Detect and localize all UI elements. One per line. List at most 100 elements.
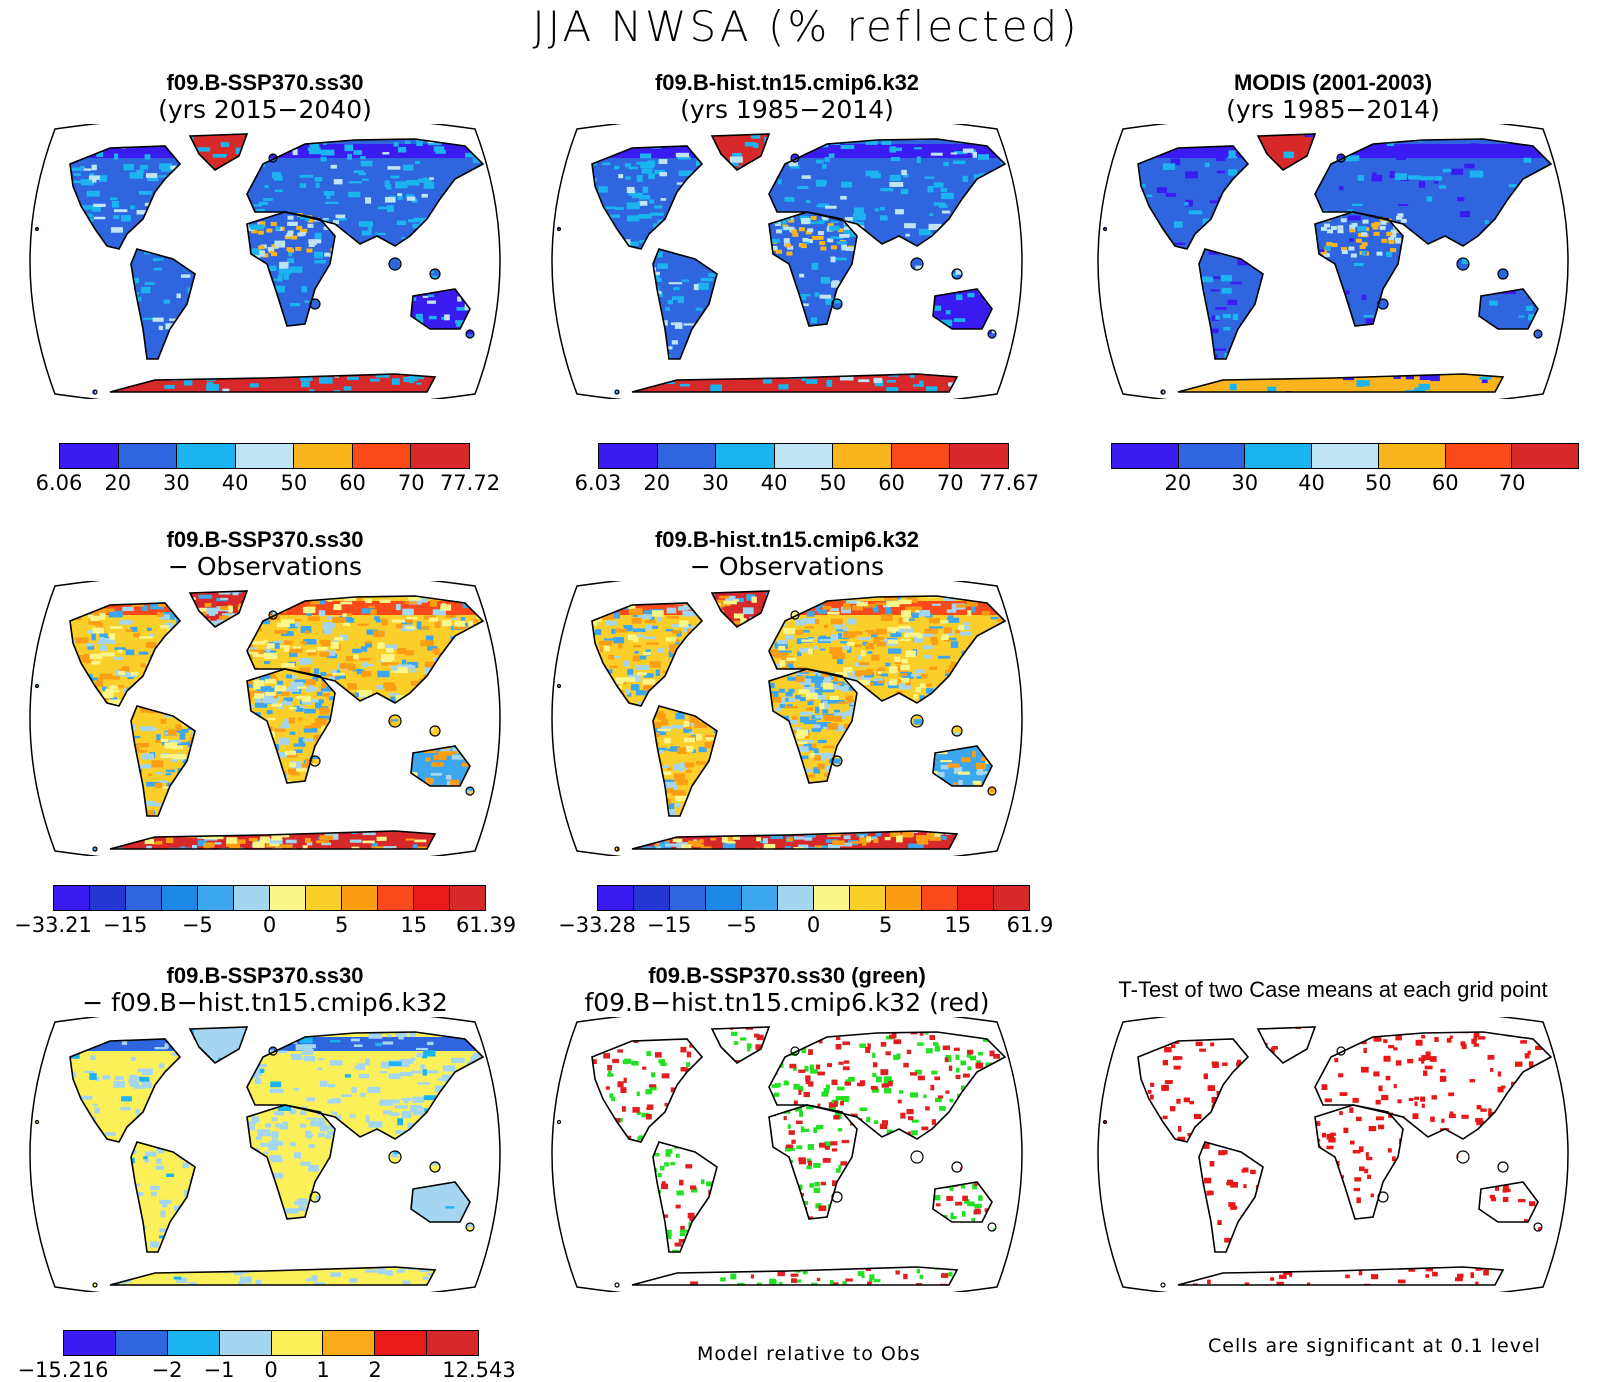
colorbar-swatch	[958, 886, 994, 910]
land-fill	[15, 581, 515, 856]
colorbar-swatch	[1179, 444, 1246, 468]
colorbar-tick-label: 70	[937, 471, 964, 495]
colorbar-tick-label: 12.543	[442, 1358, 515, 1382]
colorbar-tick-label: 77.72	[440, 471, 500, 495]
colorbar-swatch	[323, 1331, 375, 1355]
colorbar-tick-label: 40	[222, 471, 249, 495]
colorbar-tick-label: −15.216	[17, 1358, 108, 1382]
colorbar-swatch	[414, 886, 450, 910]
colorbar-swatch	[950, 444, 1008, 468]
colorbar-swatch	[850, 886, 886, 910]
colorbar-tick-label: 50	[280, 471, 307, 495]
colorbar-swatch	[306, 886, 342, 910]
colorbar-swatch	[1379, 444, 1446, 468]
colorbar-swatch	[270, 886, 306, 910]
colorbar-tick-label: 20	[643, 471, 670, 495]
panel-subtitle: f09.B−hist.tn15.cmip6.k32 (red)	[537, 989, 1037, 1017]
colorbar-swatch	[411, 444, 469, 468]
colorbar-tick-label: 30	[702, 471, 729, 495]
panel-modis: MODIS (2001-2003) (yrs 1985−2014)	[1083, 70, 1583, 399]
colorbar-tick-label: 70	[398, 471, 425, 495]
panel-title: MODIS (2001-2003)	[1083, 70, 1583, 96]
colorbar-swatch	[236, 444, 295, 468]
colorbar-swatch	[658, 444, 717, 468]
colorbar-swatch	[814, 886, 850, 910]
footnote-model-relative: Model relative to Obs	[697, 1343, 921, 1365]
colorbar-swatch	[670, 886, 706, 910]
panel-ttest: T-Test of two Case means at each grid po…	[1083, 963, 1583, 1292]
colorbar-swatch	[778, 886, 814, 910]
colorbar-swatch	[1245, 444, 1312, 468]
colorbar-swatch	[54, 886, 90, 910]
land-fill	[537, 581, 1037, 856]
colorbar-swatch	[742, 886, 778, 910]
world-map	[537, 581, 1037, 856]
land-fill	[537, 1017, 1037, 1292]
colorbar-tick-label: −1	[204, 1358, 235, 1382]
colorbar-tick-label: −5	[726, 913, 757, 937]
colorbar-tick-label: 2	[368, 1358, 381, 1382]
colorbar-swatch	[775, 444, 834, 468]
panel-title: f09.B-hist.tn15.cmip6.k32	[537, 70, 1037, 96]
world-map	[1083, 1017, 1583, 1292]
colorbar-tick-label: 0	[807, 913, 820, 937]
colorbar-tick-label: 1	[316, 1358, 329, 1382]
panel-ssp370: f09.B-SSP370.ss30 (yrs 2015−2040)	[15, 70, 515, 399]
panel-title: f09.B-SSP370.ss30 (green)	[537, 963, 1037, 989]
colorbar-swatch	[177, 444, 236, 468]
colorbar-tick-label: 40	[761, 471, 788, 495]
colorbar-tick-label: 15	[944, 913, 971, 937]
colorbar-tick-label: 61.39	[456, 913, 516, 937]
colorbar-tick-label: −5	[182, 913, 213, 937]
colorbar-tick-label: 50	[819, 471, 846, 495]
colorbar-tick-label: 61.9	[1007, 913, 1054, 937]
colorbar-swatch	[598, 886, 634, 910]
colorbar-swatch	[168, 1331, 220, 1355]
colorbar-tick-label: 0	[263, 913, 276, 937]
colorbar-swatch	[353, 444, 412, 468]
panel-ssp370-minus-hist: f09.B-SSP370.ss30 − f09.B−hist.tn15.cmip…	[15, 963, 515, 1292]
panel-subtitle: − f09.B−hist.tn15.cmip6.k32	[15, 989, 515, 1017]
panel-subtitle: (yrs 1985−2014)	[537, 96, 1037, 124]
colorbar-tick-label: 5	[335, 913, 348, 937]
colorbar-tick-label: −15	[103, 913, 147, 937]
colorbar-swatch	[1446, 444, 1513, 468]
colorbar-swatch	[994, 886, 1029, 910]
colorbar-tick-label: 40	[1298, 471, 1325, 495]
colorbar-swatch	[378, 886, 414, 910]
colorbar-swatch	[634, 886, 670, 910]
world-map	[537, 1017, 1037, 1292]
colorbar-swatch	[706, 886, 742, 910]
colorbar-swatch	[427, 1331, 478, 1355]
colorbar-tick-label: 5	[879, 913, 892, 937]
colorbar-swatch	[1312, 444, 1379, 468]
panel-hist-minus-obs: f09.B-hist.tn15.cmip6.k32 − Observations	[537, 527, 1037, 856]
land-fill	[15, 1017, 515, 1292]
colorbar-swatch	[886, 886, 922, 910]
colorbar-swatch	[599, 444, 658, 468]
land-fill	[15, 124, 515, 399]
colorbar-swatch	[198, 886, 234, 910]
colorbar-swatch	[64, 1331, 116, 1355]
colorbar-tick-label: −33.21	[14, 913, 92, 937]
panel-subtitle: − Observations	[15, 553, 515, 581]
world-map	[15, 124, 515, 399]
panel-subtitle: (yrs 2015−2040)	[15, 96, 515, 124]
land-fill	[1083, 1017, 1583, 1292]
colorbar-swatch	[892, 444, 951, 468]
colorbar-swatch	[375, 1331, 427, 1355]
colorbar-swatch	[162, 886, 198, 910]
figure-title: JJA NWSA (% reflected)	[0, 2, 1612, 51]
colorbar-swatch	[272, 1331, 324, 1355]
colorbar-tick-label: 15	[400, 913, 427, 937]
colorbar-swatch	[119, 444, 178, 468]
colorbar-tick-label: −2	[152, 1358, 183, 1382]
colorbar-tick-label: 30	[163, 471, 190, 495]
colorbar-tick-label: 77.67	[979, 471, 1039, 495]
colorbar-tick-label: 20	[104, 471, 131, 495]
world-map	[15, 581, 515, 856]
